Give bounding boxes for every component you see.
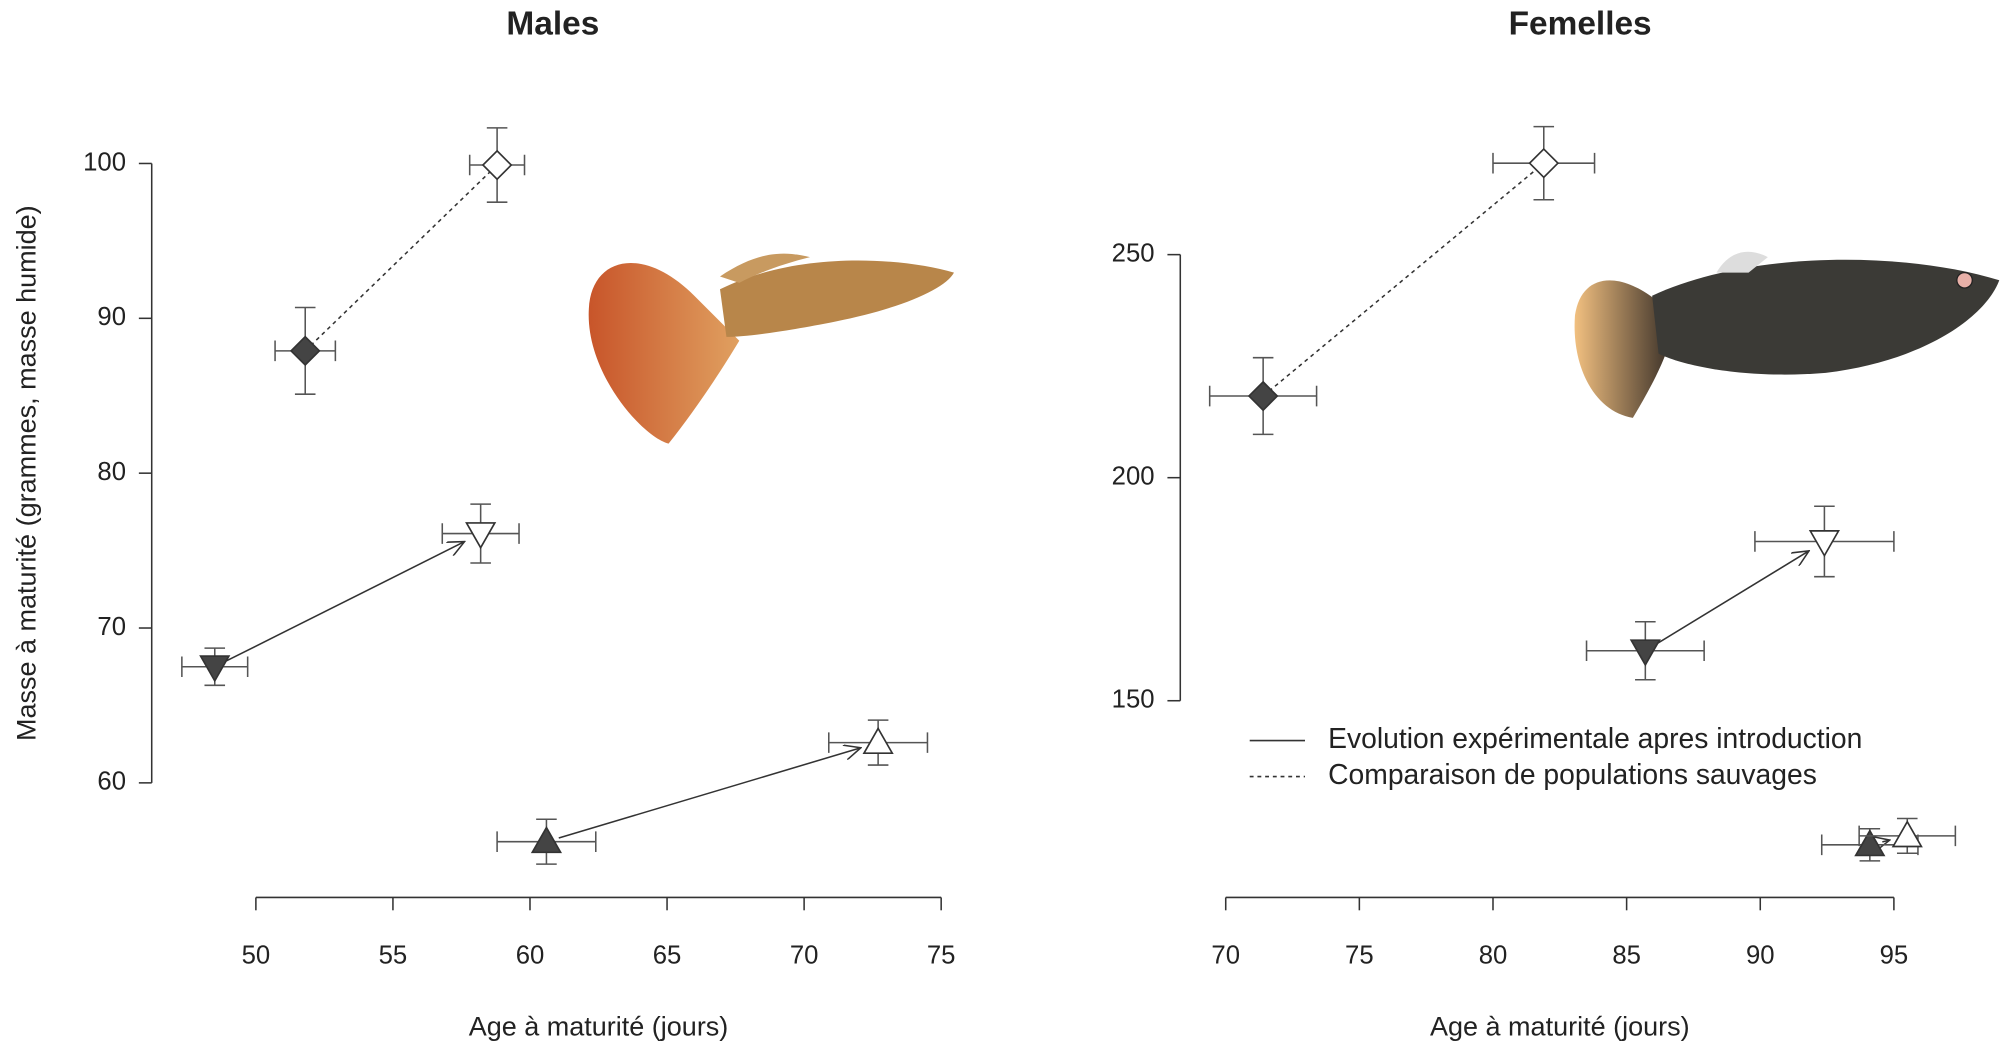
point-group [497,819,596,864]
y-tick-label: 80 [97,458,126,486]
point [1631,640,1659,665]
chart-title: Femelles [1509,6,1652,43]
point-group [442,504,519,563]
x-tick-label: 70 [1211,941,1240,969]
x-tick-label: 70 [790,941,819,969]
point [1249,382,1277,410]
y-tick-label: 200 [1112,462,1155,490]
point [532,828,560,853]
point [201,656,229,681]
comparison-line [305,165,497,351]
y-tick-label: 250 [1112,239,1155,267]
point [467,523,495,548]
x-tick-label: 80 [1479,941,1508,969]
point-group [470,128,525,202]
point [1856,831,1884,856]
x-tick-label: 60 [516,941,545,969]
point-group [182,648,248,685]
x-tick-label: 65 [653,941,682,969]
evolution-arrow [559,748,861,838]
chart-title: Males [506,6,599,43]
evolution-arrow [226,542,464,661]
y-tick-label: 60 [97,768,126,796]
y-tick-label: 70 [97,613,126,641]
point-group [1587,622,1705,680]
point [1810,531,1838,556]
point [1530,149,1558,177]
evolution-arrow [1656,551,1809,644]
comparison-line [1263,163,1544,396]
x-tick-label: 75 [927,941,956,969]
point-group [829,720,928,765]
female-fish-illustration [1575,252,2000,418]
point [291,337,319,365]
point-group [1755,506,1894,576]
x-tick-label: 85 [1612,941,1641,969]
x-tick-label: 90 [1746,941,1775,969]
point [864,728,892,753]
point [483,151,511,179]
point-group [275,307,335,394]
y-tick-label: 90 [97,303,126,331]
y-axis-label: Masse à maturité (grammes, masse humide) [11,205,41,741]
point [1893,822,1921,847]
x-tick-label: 55 [379,941,408,969]
panels: Males 50 55 60 65 70 75 60 70 80 90 100 Age à maturi… [11,6,1955,1042]
y-tick-label: 150 [1112,686,1155,714]
x-axis-label: Age à maturité (jours) [469,1012,729,1042]
x-tick-label: 95 [1880,941,1909,969]
x-tick-label: 75 [1345,941,1374,969]
legend-label: Evolution expérimentale apres introducti… [1328,722,1862,754]
figure: Males 50 55 60 65 70 75 60 70 80 90 100 Age à maturi… [0,0,2016,1047]
point-group [1210,358,1317,435]
evolution-arrow [1882,840,1889,842]
x-axis-label: Age à maturité (jours) [1430,1012,1690,1042]
legend-label: Comparaison de populations sauvages [1328,758,1817,790]
x-tick-label: 50 [242,941,271,969]
male-fish-illustration [589,254,954,444]
y-tick-label: 100 [83,148,126,176]
point-group [1493,127,1595,200]
